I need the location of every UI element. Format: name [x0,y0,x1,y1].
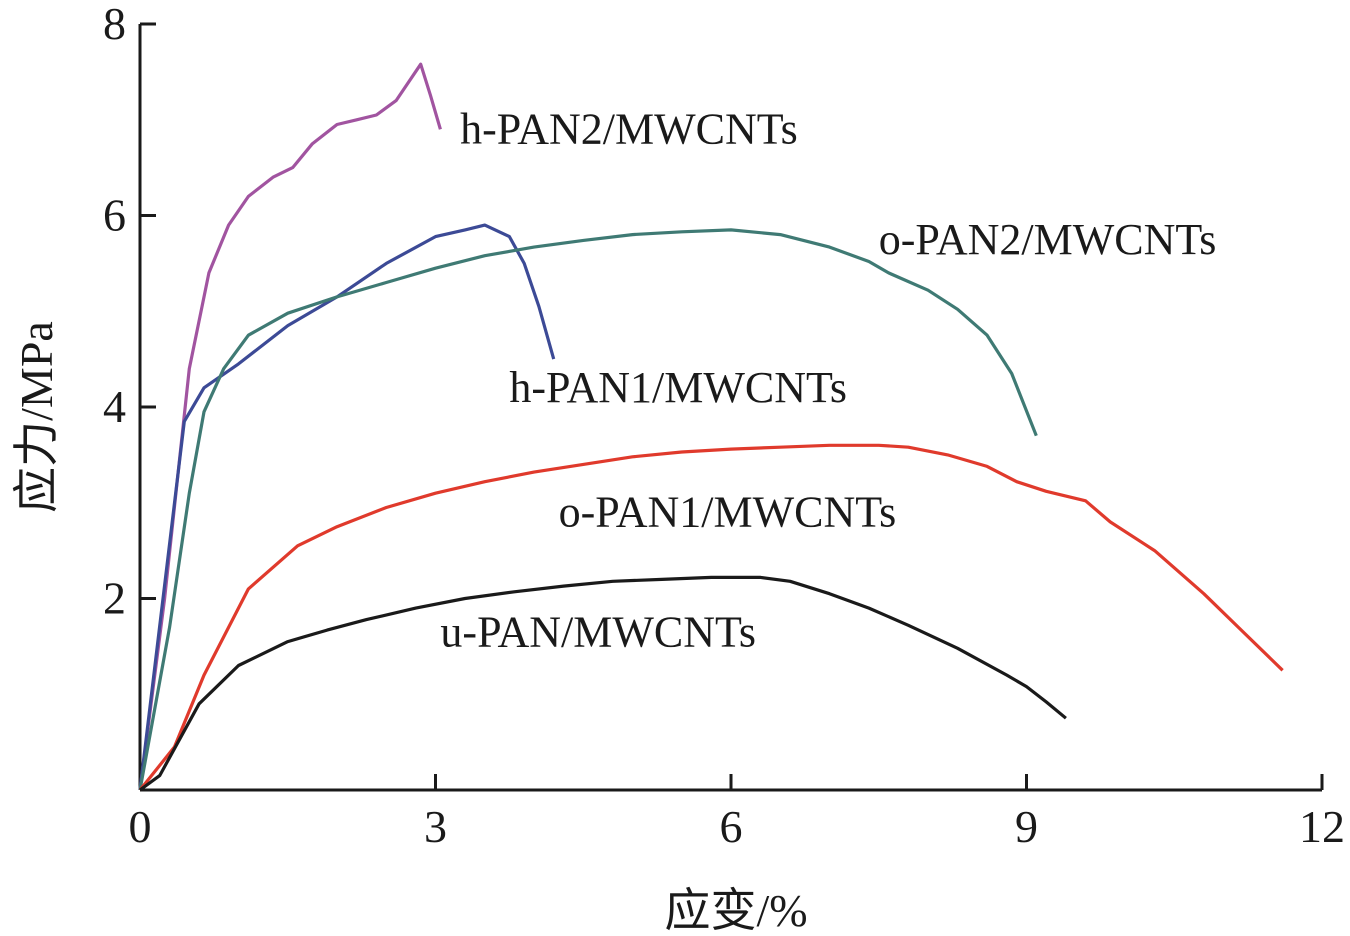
series-label-o-pan2-mwcnts: o-PAN2/MWCNTs [879,215,1217,264]
series-line-h-pan1-mwcnts [138,223,556,791]
x-tick-label: 9 [1015,801,1038,852]
y-tick-label: 6 [103,190,126,241]
x-tick-label: 6 [720,801,743,852]
series-line-h-pan2-mwcnts [138,62,442,791]
series-labels: h-PAN2/MWCNTs h-PAN1/MWCNTs o-PAN2/MWCNTs o… [440,105,1216,657]
series-label-o-pan1-mwcnts: o-PAN1/MWCNTs [559,488,897,537]
y-tick-label: 4 [103,381,126,432]
series-label-h-pan2-mwcnts: h-PAN2/MWCNTs [460,105,798,154]
y-tick-label: 2 [103,573,126,624]
series-label-u-pan-mwcnts: u-PAN/MWCNTs [440,607,756,656]
x-axis-title: 应变/% [664,885,807,936]
axes: 2 4 6 8 3 6 9 12 [103,0,1345,852]
series-line-u-pan-mwcnts [139,575,1067,792]
x-tick-label: 3 [424,801,447,852]
x-tick-label: 12 [1299,801,1345,852]
series-lines [138,62,1284,792]
x-ticks: 3 6 9 12 [424,774,1345,852]
series-line-o-pan2-mwcnts [138,228,1038,791]
y-axis-title: 应力/MPa [11,321,62,513]
series-line-o-pan1-mwcnts [138,443,1284,791]
y-ticks: 2 4 6 8 [103,0,156,624]
y-tick-label: 8 [103,0,126,49]
series-label-h-pan1-mwcnts: h-PAN1/MWCNTs [509,363,847,412]
x-tick-label-origin: 0 [129,801,152,852]
